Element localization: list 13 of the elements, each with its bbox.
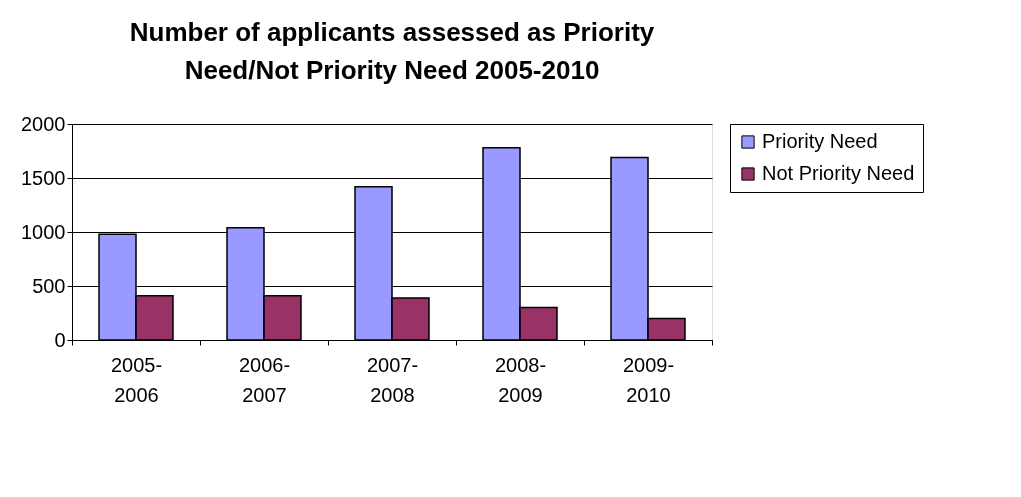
y-tick-label: 1000 [21,220,66,243]
chart-title: Number of applicants assessed as Priority Need/Not Priority Need 2005-2010 [129,17,655,85]
y-tick-label: 0 [54,328,66,351]
y-tick-label: 1500 [21,166,66,189]
x-tick-label: 2009-2010 [622,353,675,406]
x-tick-label: 2008-2009 [494,353,547,406]
y-tick-label: 2000 [21,112,66,135]
y-tick-label: 500 [32,274,66,297]
legend-label: Priority Need [762,130,878,152]
x-tick-label: 2006-2007 [238,353,291,406]
x-tick-label: 2005-2006 [110,353,163,406]
x-tick-label: 2007-2008 [366,353,419,406]
legend-label: Not Priority Need [762,162,915,184]
